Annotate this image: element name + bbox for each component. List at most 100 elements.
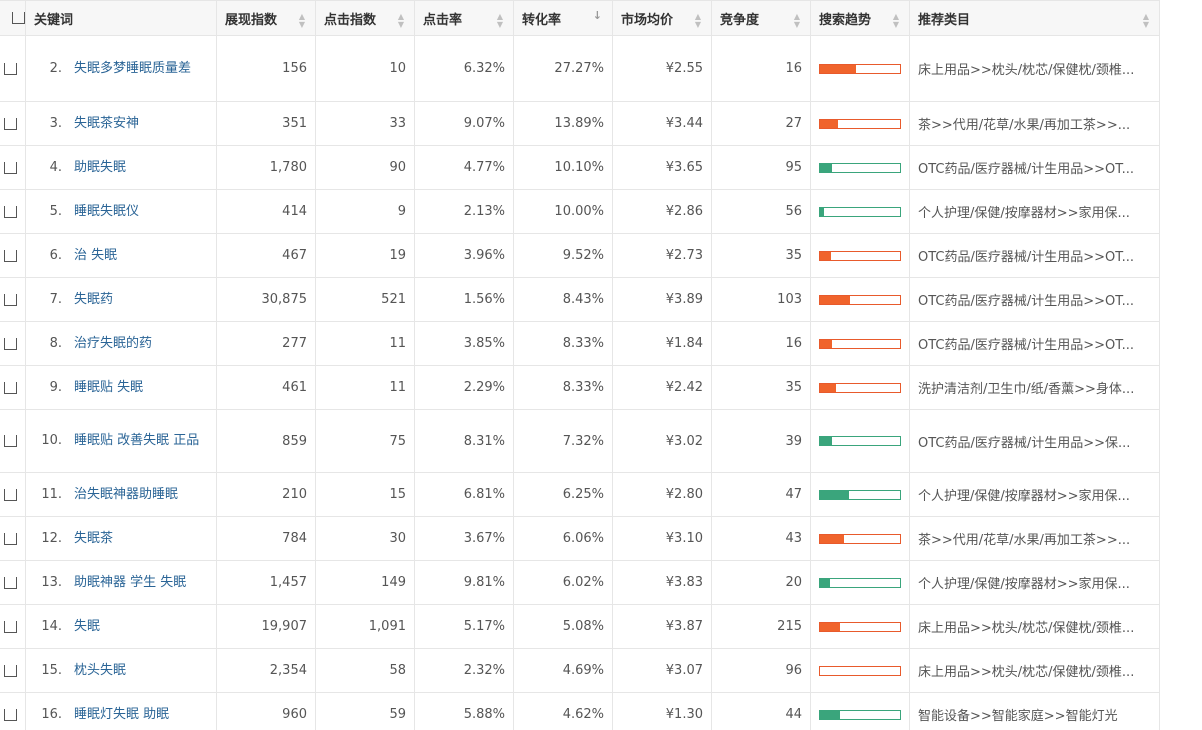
sort-icon[interactable]: ▲ ▼: [892, 12, 899, 29]
keyword-link[interactable]: 失眠茶: [74, 530, 114, 546]
row-select-cell[interactable]: [0, 409, 26, 473]
trend-bar: [819, 489, 901, 500]
column-header-trend[interactable]: 搜索趋势 ▲ ▼: [810, 0, 910, 36]
table-row: 9. 睡眠贴 失眠 461 11 2.29% 8.33% ¥2.42 35 洗护清洁剂/卫生巾/…: [0, 365, 1160, 410]
row-checkbox[interactable]: [4, 337, 17, 350]
trend-bar-fill: [820, 251, 832, 260]
sort-icon[interactable]: ▲ ▼: [397, 12, 404, 29]
avg-price-cell: ¥2.55: [612, 35, 712, 102]
row-select-cell[interactable]: [0, 365, 26, 410]
column-header-competition[interactable]: 竞争度 ▲ ▼: [711, 0, 811, 36]
row-select-cell[interactable]: [0, 277, 26, 322]
sort-icon[interactable]: ▲ ▼: [298, 12, 305, 29]
sort-icon[interactable]: ▲ ▼: [793, 12, 800, 29]
row-select-cell[interactable]: [0, 560, 26, 605]
row-checkbox[interactable]: [4, 381, 17, 394]
conversion-cell: 5.08%: [513, 604, 613, 649]
row-checkbox[interactable]: [4, 620, 17, 633]
table-row: 8. 治疗失眠的药 277 11 3.85% 8.33% ¥1.84 16 OTC药品/医疗器械…: [0, 321, 1160, 366]
ctr-cell: 3.85%: [414, 321, 514, 366]
sort-icon[interactable]: ▲ ▼: [1142, 12, 1149, 29]
row-select-cell[interactable]: [0, 648, 26, 693]
keyword-link[interactable]: 助眠神器 学生 失眠: [74, 574, 187, 590]
row-checkbox[interactable]: [4, 708, 17, 721]
ctr-cell: 3.96%: [414, 233, 514, 278]
trend-cell: [810, 233, 910, 278]
ctr-cell: 5.17%: [414, 604, 514, 649]
row-select-cell[interactable]: [0, 145, 26, 190]
impressions-cell: 1,457: [216, 560, 316, 605]
column-header-clicks[interactable]: 点击指数 ▲ ▼: [315, 0, 415, 36]
trend-bar-fill: [820, 207, 824, 216]
category-text: 床上用品>>枕头/枕芯/保健枕/颈椎...: [918, 621, 1135, 636]
row-checkbox[interactable]: [4, 117, 17, 130]
keyword-link[interactable]: 枕头失眠: [74, 662, 127, 678]
category-cell: OTC药品/医疗器械/计生用品>>保...: [909, 409, 1160, 473]
select-all-column[interactable]: [0, 0, 26, 36]
row-select-cell[interactable]: [0, 189, 26, 234]
column-label: 点击指数: [324, 12, 377, 28]
impressions-cell: 467: [216, 233, 316, 278]
category-cell: OTC药品/医疗器械/计生用品>>OT...: [909, 321, 1160, 366]
keyword-link[interactable]: 睡眠失眠仪: [74, 203, 140, 219]
keyword-link[interactable]: 治疗失眠的药: [74, 335, 153, 351]
category-text: 茶>>代用/花草/水果/再加工茶>>...: [918, 533, 1131, 548]
sort-icon[interactable]: ▲ ▼: [496, 12, 503, 29]
row-checkbox[interactable]: [4, 532, 17, 545]
keyword-link[interactable]: 失眠: [74, 618, 101, 634]
column-header-category[interactable]: 推荐类目 ▲ ▼: [909, 0, 1160, 36]
sort-desc-icon[interactable]: ↓: [592, 9, 602, 22]
clicks-cell: 59: [315, 692, 415, 730]
keyword-link[interactable]: 睡眠贴 改善失眠 正品: [74, 433, 200, 448]
clicks-cell: 149: [315, 560, 415, 605]
keyword-link[interactable]: 睡眠灯失眠 助眠: [74, 706, 170, 722]
row-checkbox[interactable]: [4, 249, 17, 262]
table-row: 2. 失眠多梦睡眠质量差 156 10 6.32% 27.27% ¥2.55 16 床上用品>>…: [0, 35, 1160, 102]
category-text: 智能设备>>智能家庭>>智能灯光: [918, 709, 1118, 724]
avg-price-cell: ¥2.80: [612, 472, 712, 517]
keyword-cell: 2. 失眠多梦睡眠质量差: [25, 35, 217, 102]
row-select-cell[interactable]: [0, 321, 26, 366]
category-cell: 床上用品>>枕头/枕芯/保健枕/颈椎...: [909, 648, 1160, 693]
table-row: 3. 失眠茶安神 351 33 9.07% 13.89% ¥3.44 27 茶>>代用/花草/水…: [0, 101, 1160, 146]
row-select-cell[interactable]: [0, 35, 26, 102]
select-all-checkbox[interactable]: [12, 12, 25, 24]
impressions-cell: 414: [216, 189, 316, 234]
keyword-link[interactable]: 治失眠神器助睡眠: [74, 486, 179, 502]
trend-bar-fill: [820, 578, 830, 587]
row-select-cell[interactable]: [0, 604, 26, 649]
row-checkbox[interactable]: [4, 293, 17, 306]
column-header-avg-price[interactable]: 市场均价 ▲ ▼: [612, 0, 712, 36]
conversion-cell: 8.33%: [513, 365, 613, 410]
keyword-link[interactable]: 失眠多梦睡眠质量差: [74, 60, 192, 76]
conversion-cell: 8.33%: [513, 321, 613, 366]
row-checkbox[interactable]: [4, 205, 17, 218]
keyword-link[interactable]: 失眠茶安神: [74, 115, 140, 131]
trend-bar-fill: [820, 64, 856, 73]
row-checkbox[interactable]: [4, 576, 17, 589]
keyword-link[interactable]: 治 失眠: [74, 247, 118, 263]
ctr-cell: 4.77%: [414, 145, 514, 190]
competition-cell: 95: [711, 145, 811, 190]
row-select-cell[interactable]: [0, 692, 26, 730]
row-checkbox[interactable]: [4, 664, 17, 677]
trend-bar: [819, 206, 901, 217]
trend-bar: [819, 118, 901, 129]
keyword-link[interactable]: 睡眠贴 失眠: [74, 379, 144, 395]
row-checkbox[interactable]: [4, 62, 17, 75]
row-checkbox[interactable]: [4, 435, 17, 447]
column-header-impressions[interactable]: 展现指数 ▲ ▼: [216, 0, 316, 36]
row-select-cell[interactable]: [0, 233, 26, 278]
row-select-cell[interactable]: [0, 516, 26, 561]
row-checkbox[interactable]: [4, 488, 17, 501]
keyword-link[interactable]: 失眠药: [74, 291, 114, 307]
table-body: 2. 失眠多梦睡眠质量差 156 10 6.32% 27.27% ¥2.55 16 床上用品>>…: [0, 35, 1160, 730]
row-select-cell[interactable]: [0, 101, 26, 146]
row-select-cell[interactable]: [0, 472, 26, 517]
ctr-cell: 2.32%: [414, 648, 514, 693]
sort-icon[interactable]: ▲ ▼: [694, 12, 701, 29]
column-header-conversion[interactable]: 转化率 ↓: [513, 0, 613, 36]
row-checkbox[interactable]: [4, 161, 17, 174]
keyword-link[interactable]: 助眠失眠: [74, 159, 127, 175]
column-header-ctr[interactable]: 点击率 ▲ ▼: [414, 0, 514, 36]
